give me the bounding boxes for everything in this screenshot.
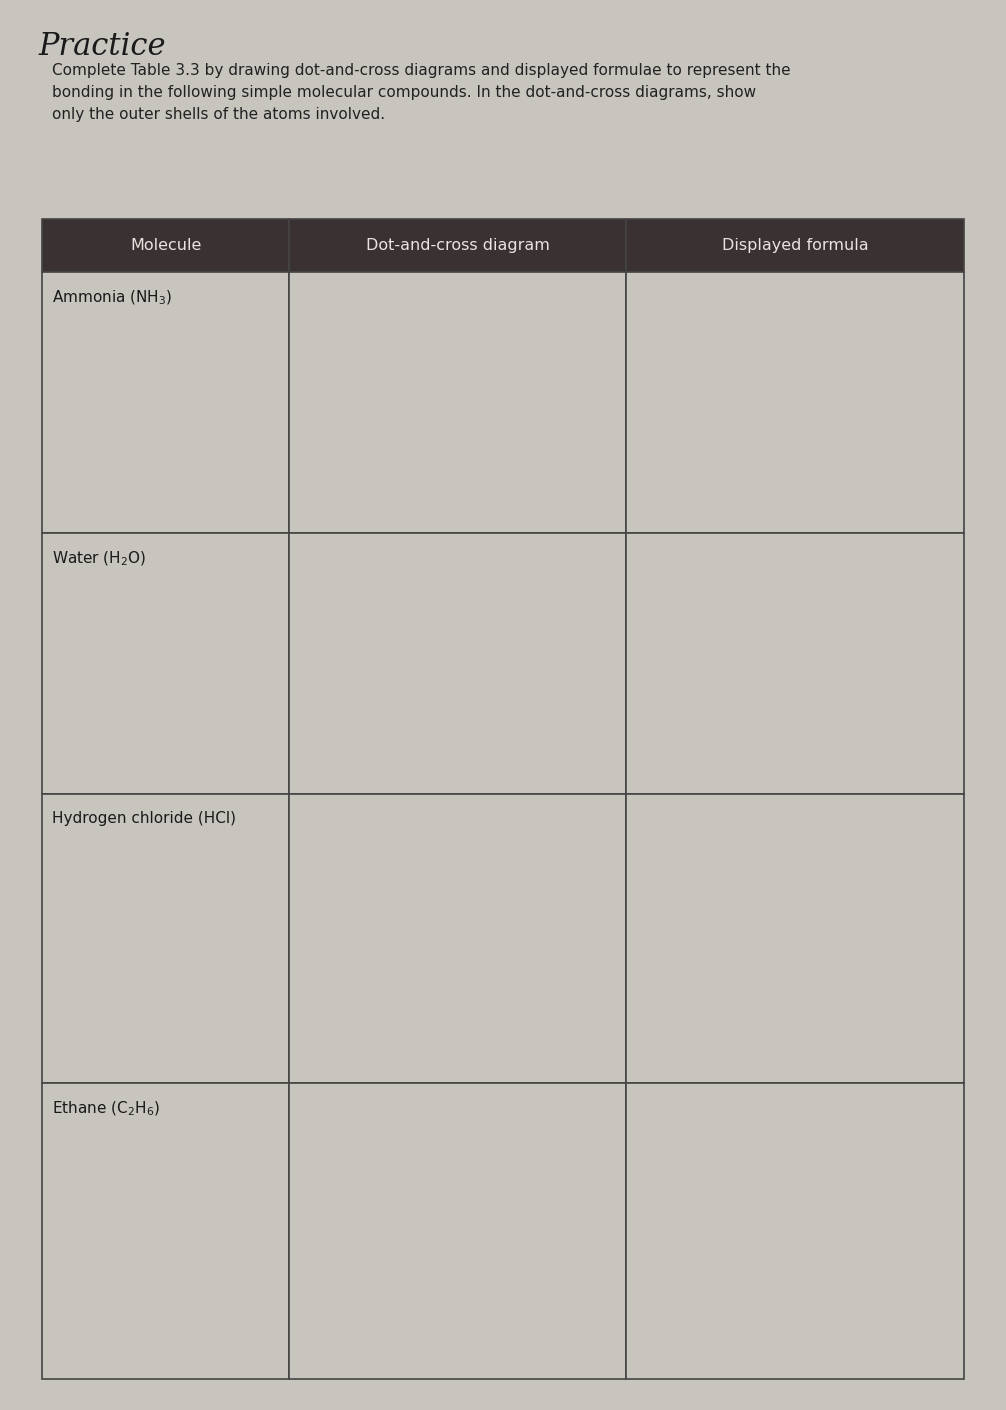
Text: Ammonia (NH$_3$): Ammonia (NH$_3$) [52, 289, 172, 307]
Bar [42, 219, 289, 272]
Text: Practice: Practice [38, 31, 166, 62]
Text: Dot-and-cross diagram: Dot-and-cross diagram [366, 238, 550, 252]
Text: Complete Table 3.3 by drawing dot-and-cross diagrams and displayed formulae to r: Complete Table 3.3 by drawing dot-and-cr… [52, 63, 791, 121]
Bar [289, 219, 627, 272]
Bar [627, 794, 964, 1083]
Bar [627, 533, 964, 794]
Bar [42, 272, 289, 533]
Text: Molecule: Molecule [130, 238, 201, 252]
Bar [42, 1083, 289, 1379]
Text: Water (H$_2$O): Water (H$_2$O) [52, 550, 147, 568]
Bar [627, 272, 964, 533]
Bar [42, 533, 289, 794]
Text: Hydrogen chloride (HCl): Hydrogen chloride (HCl) [52, 811, 236, 826]
Bar [289, 1083, 627, 1379]
Bar [627, 219, 964, 272]
Bar [289, 533, 627, 794]
Text: Ethane (C$_2$H$_6$): Ethane (C$_2$H$_6$) [52, 1100, 160, 1118]
Bar [627, 1083, 964, 1379]
Bar [289, 272, 627, 533]
Bar [289, 794, 627, 1083]
Text: Displayed formula: Displayed formula [721, 238, 868, 252]
Bar [42, 794, 289, 1083]
